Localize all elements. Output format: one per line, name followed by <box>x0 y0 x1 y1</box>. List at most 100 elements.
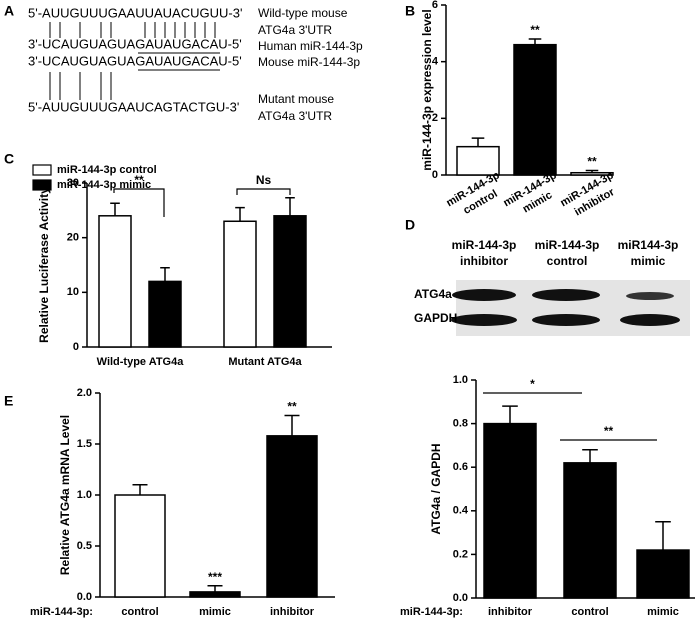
significance-label: ** <box>587 155 597 169</box>
blot-row-label: ATG4a <box>414 287 452 301</box>
y-tick-label: 20 <box>67 232 79 244</box>
y-tick-label: 0 <box>73 341 79 353</box>
bar <box>98 215 132 348</box>
x-tick-label-line: Mutant ATG4a <box>228 356 302 368</box>
significance-label: * <box>530 377 535 391</box>
blot-band <box>626 292 674 300</box>
bar <box>636 549 690 599</box>
blot-row-label: GAPDH <box>414 311 457 325</box>
sequence: 5'-AUUGUUUGAAUUAUACUGUU-3' <box>28 5 242 20</box>
y-axis-label: Relative ATG4a mRNA Level <box>58 415 72 575</box>
blot-band <box>620 314 680 326</box>
panel-label: E <box>4 393 13 409</box>
error-bar <box>585 169 599 173</box>
x-tick-label-line: mimic <box>199 606 231 618</box>
y-tick-label: 0 <box>432 169 438 181</box>
bar <box>148 280 182 348</box>
y-tick-label: 0.0 <box>453 592 468 604</box>
panel-label: B <box>405 3 415 19</box>
x-tick-label: control <box>571 606 608 618</box>
significance-label: *** <box>208 570 222 584</box>
legend-label: miR-144-3p control <box>57 164 157 176</box>
blot-column-label: miR-144-3p <box>535 238 600 252</box>
blot-column-label: mimic <box>631 254 666 268</box>
x-tick-label: inhibitor <box>270 606 315 618</box>
significance-label: ** <box>530 23 540 37</box>
sequence-label: ATG4a 3'UTR <box>258 23 332 37</box>
significance-label: Ns <box>256 173 272 187</box>
sequence-label: Human miR-144-3p <box>258 39 363 53</box>
y-tick-label: 0.6 <box>453 461 468 473</box>
error-bar <box>502 405 518 424</box>
y-tick-label: 4 <box>432 56 439 68</box>
blot-column-label: control <box>547 254 588 268</box>
x-axis-label: miR-144-3p: <box>400 606 463 618</box>
x-tick-label: mimic <box>647 606 679 618</box>
legend-swatch <box>32 164 52 176</box>
x-tick-label: control <box>121 606 158 618</box>
blot-column-label: inhibitor <box>460 254 508 268</box>
y-axis-label: Relative Luciferase Activity <box>37 187 51 343</box>
x-tick-label: miR-144-3pinhibitor <box>558 169 623 222</box>
y-tick-label: 0.2 <box>453 548 468 560</box>
y-tick-label: 10 <box>67 286 79 298</box>
x-tick-label: Mutant ATG4a <box>228 356 302 368</box>
bar <box>456 145 500 176</box>
significance-label: ** <box>287 400 297 414</box>
significance-label: ** <box>604 424 614 438</box>
x-tick-label: inhibitor <box>488 606 533 618</box>
y-tick-label: 1.0 <box>77 489 92 501</box>
x-tick-label-line: control <box>121 606 158 618</box>
y-tick-label: 6 <box>432 0 438 11</box>
sequence-label: ATG4a 3'UTR <box>258 109 332 123</box>
sequence: 3'-UCAUGUAGUAGAUAUGACAU-5' <box>28 53 242 68</box>
sequence-panel: 5'-AUUGUUUGAAUUAUACUGUU-3' Wild-type mou… <box>28 5 363 123</box>
error-bar <box>582 449 598 463</box>
error-bar <box>235 206 245 222</box>
y-tick-label: 2 <box>432 112 438 124</box>
error-bar <box>110 202 120 216</box>
y-tick-label: 1.0 <box>453 374 468 386</box>
y-tick-label: 0.0 <box>77 591 92 603</box>
sequence-label: Mouse miR-144-3p <box>258 55 360 69</box>
x-tick-label: miR-144-3pcontrol <box>444 169 509 222</box>
bar <box>483 422 537 599</box>
significance-label: ** <box>134 173 144 187</box>
pairing-lines <box>49 22 220 100</box>
bar <box>223 220 257 348</box>
error-bar <box>160 266 170 282</box>
x-tick-label-line: inhibitor <box>270 606 315 618</box>
error-bar <box>284 414 300 436</box>
bar <box>273 215 307 348</box>
sequence-label: Mutant mouse <box>258 92 334 106</box>
x-tick-label-line: Wild-type ATG4a <box>97 356 185 368</box>
y-tick-label: 30 <box>67 177 79 189</box>
x-axis-label: miR-144-3p: <box>30 606 93 618</box>
bar <box>189 591 241 598</box>
sequence: 3'-UCAUGUAGUAGAUAUGACAU-5' <box>28 36 242 51</box>
sequence: 5'-AUUGUUUGAAUCAGTACTGU-3' <box>28 99 239 114</box>
significance-bracket <box>236 188 291 195</box>
x-tick-label-line: inhibitor <box>488 606 533 618</box>
blot-band <box>452 289 516 301</box>
panel-label: C <box>4 151 14 167</box>
error-bar <box>207 585 223 592</box>
blot-band <box>451 314 517 326</box>
blot-band <box>532 289 600 301</box>
error-bar <box>285 197 295 216</box>
x-tick-label: Wild-type ATG4a <box>97 356 185 368</box>
y-tick-label: 0.5 <box>77 540 92 552</box>
x-tick-label-line: control <box>571 606 608 618</box>
western-blot <box>451 280 690 336</box>
legend-swatch <box>32 179 52 191</box>
bar <box>513 43 557 176</box>
y-tick-label: 1.5 <box>77 438 92 450</box>
x-tick-label: mimic <box>199 606 231 618</box>
y-tick-label: 0.4 <box>453 505 469 517</box>
x-tick-label: miR-144-3pmimic <box>501 169 566 222</box>
panel-label: D <box>405 217 415 233</box>
bar <box>114 494 166 598</box>
error-bar <box>528 38 542 45</box>
significance-bracket <box>113 188 165 217</box>
